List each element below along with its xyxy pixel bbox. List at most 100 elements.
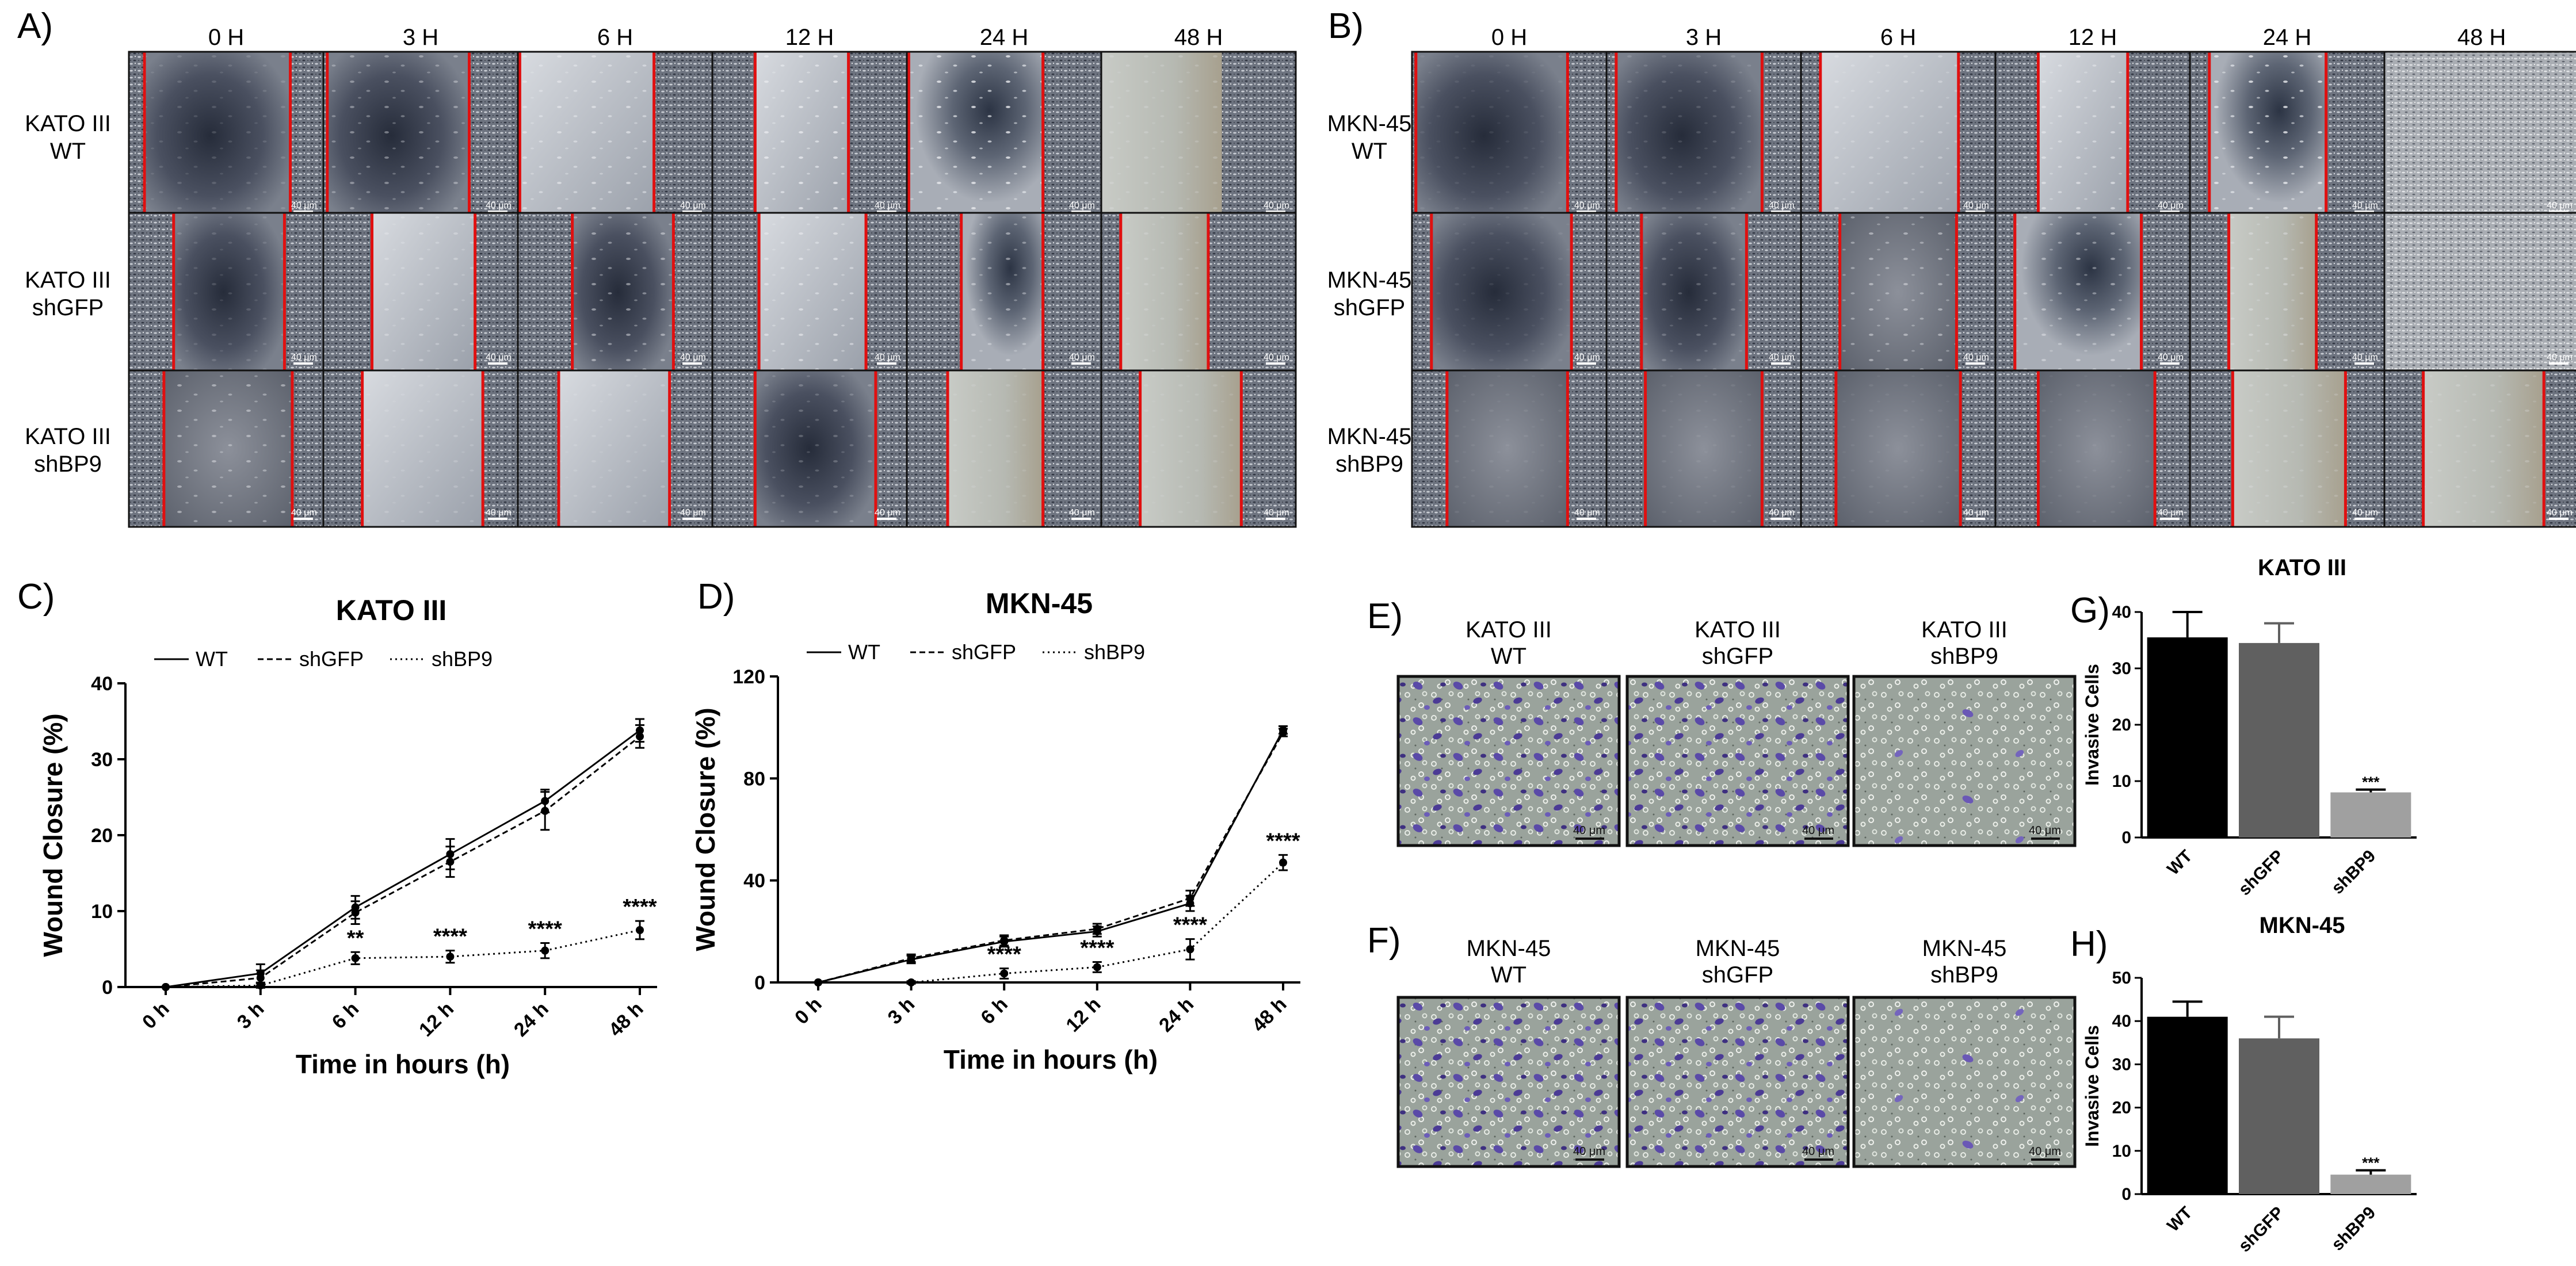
scale-bar xyxy=(1577,518,1596,520)
data-point xyxy=(162,983,170,991)
y-tick-label: 20 xyxy=(91,825,113,847)
data-point xyxy=(636,732,644,741)
panel-label-f: F) xyxy=(1367,921,1401,961)
microscopy-image: 40 μm xyxy=(2383,212,2576,373)
scale-bar xyxy=(1071,362,1091,365)
x-tick-label: 6 h xyxy=(976,993,1012,1029)
invasion-title-line2: shGFP xyxy=(1702,962,1773,988)
y-axis-label: Wound Closure (%) xyxy=(690,707,720,951)
y-tick-label: 10 xyxy=(2112,1142,2131,1161)
microscopy-image: 40 μm xyxy=(711,369,908,528)
scale-bar-label: 40 μm xyxy=(2029,824,2061,837)
scale-bar xyxy=(1966,518,1985,520)
microscopy-image: 40 μm xyxy=(2189,369,2386,528)
scale-bar-label: 40 μm xyxy=(1963,508,1989,518)
x-tick-label: 0 h xyxy=(791,993,826,1029)
bar xyxy=(2239,1038,2319,1194)
row-label-line1: KATO III xyxy=(25,424,111,449)
y-tick-label: 30 xyxy=(2112,659,2131,678)
y-axis-label: Wound Closure (%) xyxy=(38,713,68,957)
scale-bar-label: 40 μm xyxy=(2158,353,2184,362)
scale-bar-label: 40 μm xyxy=(1264,353,1289,362)
y-tick-label: 0 xyxy=(754,972,765,994)
panel-label-e: E) xyxy=(1367,596,1403,636)
data-point xyxy=(1279,728,1287,737)
scale-bar-label: 40 μm xyxy=(1769,201,1795,211)
x-tick-label: 12 h xyxy=(1062,993,1105,1036)
chart-title: KATO III xyxy=(2258,555,2346,580)
scale-bar xyxy=(2549,211,2569,213)
time-column-label: 48 H xyxy=(1174,25,1223,50)
scale-bar-label: 40 μm xyxy=(875,201,900,211)
microscopy-image: 40 μm xyxy=(128,369,325,528)
data-point xyxy=(1186,894,1194,902)
time-column-label: 6 H xyxy=(597,25,633,50)
invasion-image: 40 μm xyxy=(1396,996,1621,1168)
y-tick-label: 40 xyxy=(91,673,113,695)
data-point xyxy=(1000,936,1009,944)
time-column-label: 12 H xyxy=(2069,25,2117,50)
microscopy-image: 40 μm xyxy=(517,212,713,373)
scale-bar xyxy=(488,211,507,213)
microscopy-image: 40 μm xyxy=(1605,212,1802,373)
microscopy-image: 40 μm xyxy=(322,212,519,373)
invasion-title-line1: MKN-45 xyxy=(1922,936,2007,961)
scale-bar xyxy=(1804,1158,1833,1161)
y-tick-label: 0 xyxy=(102,977,113,999)
y-tick-label: 0 xyxy=(2121,1185,2131,1204)
scale-bar-label: 40 μm xyxy=(1574,508,1600,518)
microscopy-image: 40 μm xyxy=(322,51,519,221)
significance-marker: **** xyxy=(1266,829,1300,853)
legend-label: shBP9 xyxy=(1084,640,1145,664)
microscopy-image: 40 μm xyxy=(2189,212,2386,373)
microscopy-image: 40 μm xyxy=(128,212,325,373)
microscopy-image: 40 μm xyxy=(1605,369,1802,528)
x-tick-label: 48 h xyxy=(605,998,648,1041)
scale-bar xyxy=(877,362,896,365)
scale-bar xyxy=(2354,518,2374,520)
legend-label: shBP9 xyxy=(432,647,493,671)
data-point xyxy=(446,953,455,961)
scale-bar-label: 40 μm xyxy=(291,508,317,518)
row-label-line2: shGFP xyxy=(1334,295,1405,320)
microscopy-image: 40 μm xyxy=(1411,51,1608,221)
x-tick-label: shBP9 xyxy=(2328,1203,2379,1254)
data-point xyxy=(256,981,265,990)
data-point xyxy=(541,806,549,815)
data-point xyxy=(907,954,915,962)
microscopy-image: 40 μm xyxy=(1605,51,1802,221)
microscopy-image: 40 μm xyxy=(906,51,1102,221)
data-point xyxy=(256,974,265,982)
chart-title: KATO III xyxy=(336,594,447,626)
x-tick-label: 48 h xyxy=(1248,993,1291,1036)
data-point xyxy=(1279,858,1287,867)
x-tick-label: 24 h xyxy=(1155,993,1198,1036)
panel-label-c: C) xyxy=(17,577,55,617)
microscopy-image: 40 μm xyxy=(1800,212,1997,373)
row-label-line2: shGFP xyxy=(32,295,104,320)
scale-bar-label: 40 μm xyxy=(486,201,512,211)
scale-bar-label: 40 μm xyxy=(486,353,512,362)
x-axis-label: Time in hours (h) xyxy=(296,1049,510,1079)
scale-bar xyxy=(2354,211,2374,213)
scale-bar xyxy=(682,362,702,365)
microscopy-image: 40 μm xyxy=(711,51,908,221)
scale-bar xyxy=(877,211,896,213)
microscopy-image: 40 μm xyxy=(1800,51,1997,221)
legend-label: shGFP xyxy=(299,647,364,671)
microscopy-image: 40 μm xyxy=(517,51,713,221)
y-tick-label: 20 xyxy=(2112,716,2131,735)
y-axis-label: Invasive Cells xyxy=(2082,664,2102,786)
chart-title: MKN-45 xyxy=(986,587,1093,619)
scale-bar xyxy=(2031,837,2060,840)
microscopy-image: 40 μm xyxy=(517,369,713,528)
significance-marker: ** xyxy=(347,926,364,950)
data-point xyxy=(446,858,455,866)
invasion-title-line1: MKN-45 xyxy=(1467,936,1551,961)
invasion-image: 40 μm xyxy=(1625,996,1850,1168)
microscopy-image: 40 μm xyxy=(1100,369,1297,528)
scale-bar xyxy=(1771,362,1791,365)
series-line xyxy=(818,732,1284,984)
x-tick-label: WT xyxy=(2163,847,2196,879)
scale-bar xyxy=(2031,1158,2060,1161)
